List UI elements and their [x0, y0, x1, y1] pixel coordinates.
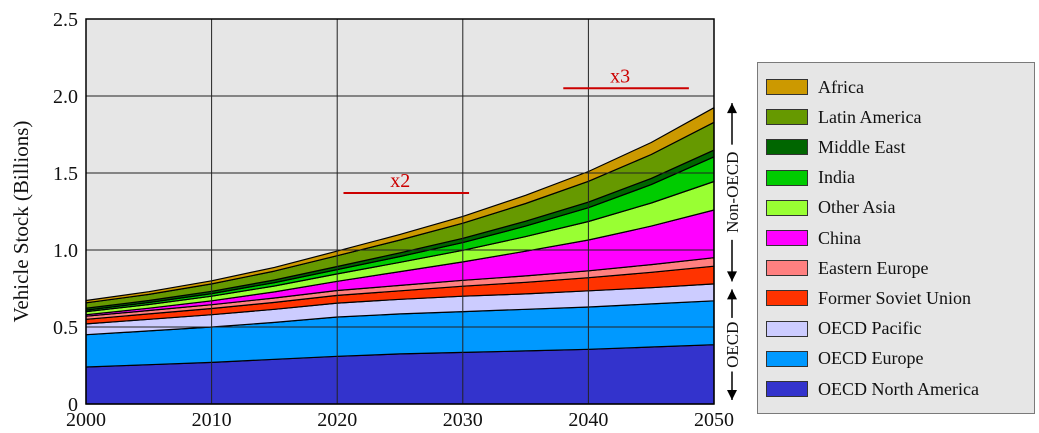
y-axis-label: Vehicle Stock (Billions) — [9, 121, 33, 323]
x-axis: 2000 2010 2020 2030 2040 2050 — [66, 409, 734, 431]
x-tick-label: 2010 — [192, 409, 232, 431]
legend-swatch — [766, 381, 808, 397]
arrow-down-icon — [727, 390, 737, 400]
x-tick-label: 2030 — [443, 409, 483, 431]
legend-swatch — [766, 79, 808, 95]
legend-item: Eastern Europe — [766, 256, 928, 280]
plot-frame — [85, 18, 715, 405]
legend-swatch — [766, 139, 808, 156]
region-group-brackets: Non-OECD OECD — [723, 103, 742, 400]
legend-label: China — [818, 227, 861, 248]
growth-annotations: x2 x3 — [343, 65, 689, 195]
legend-item: Other Asia — [766, 196, 895, 220]
legend-item: Latin America — [766, 105, 921, 129]
group-label-non-oecd: Non-OECD — [723, 152, 742, 233]
x-tick-label: 2040 — [568, 409, 608, 431]
arrow-down-icon — [727, 271, 737, 282]
legend-swatch — [766, 199, 808, 216]
y-tick-label: 1.5 — [53, 163, 78, 185]
legend: Africa Latin America Middle East India Other… — [757, 62, 1035, 414]
annotation-label-x3: x3 — [610, 65, 630, 87]
group-label-oecd: OECD — [723, 322, 742, 368]
legend-label: OECD Pacific — [818, 318, 922, 339]
y-tick-label: 2.5 — [53, 9, 78, 31]
annotation-label-x2: x2 — [390, 170, 410, 192]
y-tick-label: 0.5 — [53, 317, 78, 339]
legend-item: Africa — [766, 75, 864, 99]
y-axis: 0 0.5 1.0 1.5 2.0 2.5 — [53, 9, 78, 416]
legend-swatch — [766, 320, 808, 337]
x-tick-label: 2020 — [317, 409, 357, 431]
legend-item: Former Soviet Union — [766, 286, 971, 310]
arrow-up-icon — [727, 103, 737, 114]
legend-item: OECD Pacific — [766, 317, 921, 341]
arrow-up-icon — [727, 289, 737, 300]
legend-label: Africa — [818, 76, 864, 97]
legend-label: Middle East — [818, 136, 906, 157]
legend-swatch — [766, 260, 808, 277]
legend-swatch — [766, 290, 808, 307]
legend-swatch — [766, 169, 808, 186]
legend-item: OECD North America — [766, 377, 979, 401]
legend-label: Eastern Europe — [818, 257, 929, 278]
legend-label: Other Asia — [818, 197, 896, 218]
y-tick-label: 2.0 — [53, 86, 78, 108]
y-tick-label: 1.0 — [53, 240, 78, 262]
legend-item: OECD Europe — [766, 347, 923, 371]
x-tick-label: 2050 — [694, 409, 734, 431]
legend-swatch — [766, 350, 808, 367]
legend-item: Middle East — [766, 135, 906, 159]
legend-item: China — [766, 226, 861, 250]
legend-label: OECD Europe — [818, 348, 924, 369]
x-tick-label: 2000 — [66, 409, 106, 431]
y-tick-label: 0 — [68, 394, 78, 416]
legend-item: India — [766, 166, 855, 190]
legend-label: Former Soviet Union — [818, 287, 971, 308]
legend-label: OECD North America — [818, 378, 979, 399]
legend-label: India — [818, 167, 855, 188]
legend-swatch — [766, 109, 808, 126]
legend-label: Latin America — [818, 106, 922, 127]
legend-swatch — [766, 230, 808, 246]
